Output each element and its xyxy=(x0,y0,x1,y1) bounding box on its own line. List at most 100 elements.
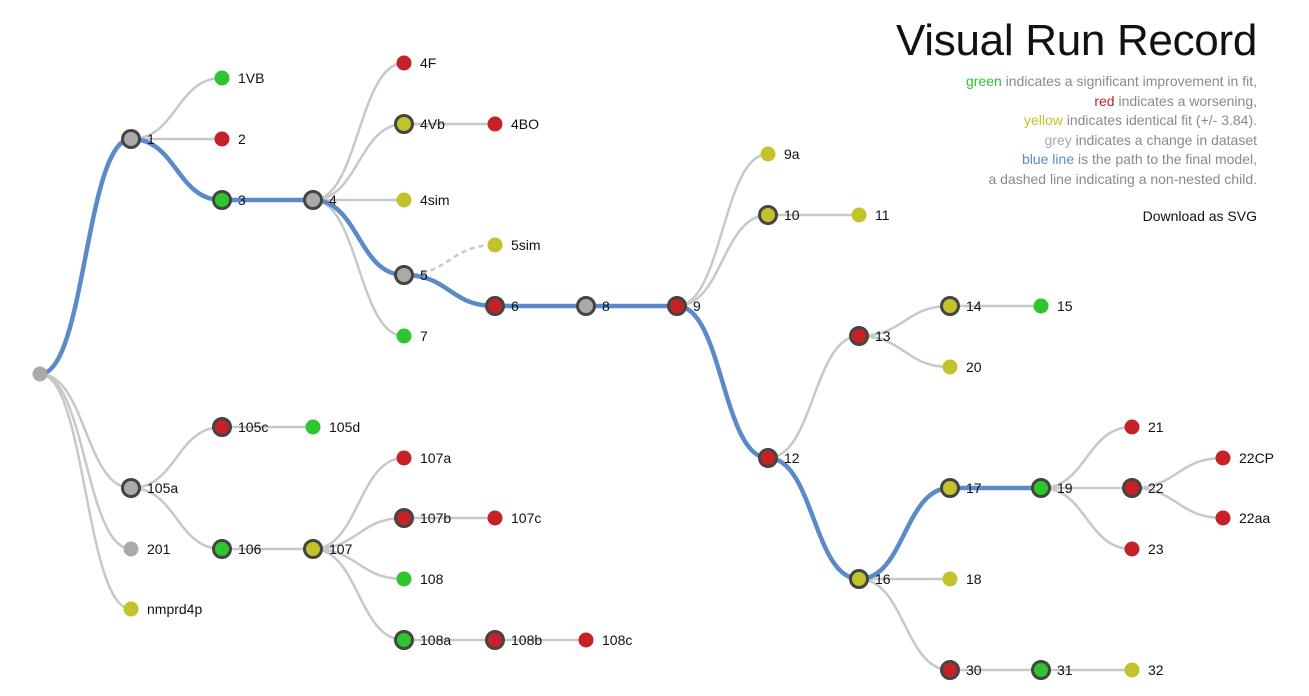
node-circle[interactable] xyxy=(487,116,503,132)
node-circle[interactable] xyxy=(851,207,867,223)
node-1VB[interactable]: 1VB xyxy=(214,70,265,86)
node-circle[interactable] xyxy=(394,265,414,285)
node-14[interactable]: 14 xyxy=(940,296,982,316)
node-31[interactable]: 31 xyxy=(1031,660,1073,680)
node-1[interactable]: 1 xyxy=(121,129,156,149)
node-15[interactable]: 15 xyxy=(1033,298,1073,314)
node-5sim[interactable]: 5sim xyxy=(487,237,541,253)
node-circle[interactable] xyxy=(212,190,232,210)
node-circle[interactable] xyxy=(121,478,141,498)
node-circle[interactable] xyxy=(485,630,505,650)
node-9[interactable]: 9 xyxy=(667,296,702,316)
node-circle[interactable] xyxy=(758,448,778,468)
node-circle[interactable] xyxy=(1124,541,1140,557)
node-107[interactable]: 107 xyxy=(303,539,353,559)
node-13[interactable]: 13 xyxy=(849,326,891,346)
node-4sim[interactable]: 4sim xyxy=(396,192,450,208)
node-circle[interactable] xyxy=(121,129,141,149)
node-circle[interactable] xyxy=(32,366,48,382)
node-17[interactable]: 17 xyxy=(940,478,982,498)
node-circle[interactable] xyxy=(212,539,232,559)
node-107c[interactable]: 107c xyxy=(487,510,542,526)
node-circle[interactable] xyxy=(1033,298,1049,314)
node-circle[interactable] xyxy=(1122,478,1142,498)
node-22aa[interactable]: 22aa xyxy=(1215,510,1271,526)
node-circle[interactable] xyxy=(940,660,960,680)
node-32[interactable]: 32 xyxy=(1124,662,1164,678)
node-circle[interactable] xyxy=(394,508,414,528)
node-circle[interactable] xyxy=(214,70,230,86)
node-108a[interactable]: 108a xyxy=(394,630,452,650)
node-circle[interactable] xyxy=(123,541,139,557)
node-circle[interactable] xyxy=(1124,419,1140,435)
download-svg-link[interactable]: Download as SVG xyxy=(1142,208,1257,224)
node-22CP[interactable]: 22CP xyxy=(1215,450,1275,466)
node-105c[interactable]: 105c xyxy=(212,417,269,437)
node-4BO[interactable]: 4BO xyxy=(487,116,540,132)
node-circle[interactable] xyxy=(1215,510,1231,526)
node-108[interactable]: 108 xyxy=(396,571,444,587)
node-circle[interactable] xyxy=(1031,660,1051,680)
node-circle[interactable] xyxy=(396,192,412,208)
node-circle[interactable] xyxy=(849,569,869,589)
node-circle[interactable] xyxy=(396,571,412,587)
node-circle[interactable] xyxy=(394,630,414,650)
node-circle[interactable] xyxy=(214,131,230,147)
node-5[interactable]: 5 xyxy=(394,265,429,285)
node-circle[interactable] xyxy=(1031,478,1051,498)
node-201[interactable]: 201 xyxy=(123,541,171,557)
node-circle[interactable] xyxy=(1215,450,1231,466)
node-30[interactable]: 30 xyxy=(940,660,982,680)
node-9a[interactable]: 9a xyxy=(760,146,800,162)
node-circle[interactable] xyxy=(396,328,412,344)
node-circle[interactable] xyxy=(940,296,960,316)
node-16[interactable]: 16 xyxy=(849,569,891,589)
node-6[interactable]: 6 xyxy=(485,296,520,316)
node-23[interactable]: 23 xyxy=(1124,541,1164,557)
node-circle[interactable] xyxy=(667,296,687,316)
node-circle[interactable] xyxy=(396,450,412,466)
node-108c[interactable]: 108c xyxy=(578,632,633,648)
node-root[interactable] xyxy=(32,366,48,382)
node-circle[interactable] xyxy=(942,359,958,375)
node-circle[interactable] xyxy=(760,146,776,162)
node-circle[interactable] xyxy=(305,419,321,435)
node-107b[interactable]: 107b xyxy=(394,508,452,528)
node-19[interactable]: 19 xyxy=(1031,478,1073,498)
node-circle[interactable] xyxy=(212,417,232,437)
node-circle[interactable] xyxy=(940,478,960,498)
node-4Vb[interactable]: 4Vb xyxy=(394,114,446,134)
node-10[interactable]: 10 xyxy=(758,205,800,225)
node-105a[interactable]: 105a xyxy=(121,478,179,498)
node-105d[interactable]: 105d xyxy=(305,419,361,435)
node-circle[interactable] xyxy=(396,55,412,71)
node-11[interactable]: 11 xyxy=(851,207,890,223)
node-20[interactable]: 20 xyxy=(942,359,982,375)
node-circle[interactable] xyxy=(942,571,958,587)
node-3[interactable]: 3 xyxy=(212,190,247,210)
node-circle[interactable] xyxy=(303,190,323,210)
node-4F[interactable]: 4F xyxy=(396,55,437,71)
node-7[interactable]: 7 xyxy=(396,328,429,344)
node-circle[interactable] xyxy=(758,205,778,225)
node-circle[interactable] xyxy=(849,326,869,346)
node-circle[interactable] xyxy=(578,632,594,648)
node-circle[interactable] xyxy=(487,510,503,526)
node-21[interactable]: 21 xyxy=(1124,419,1164,435)
node-circle[interactable] xyxy=(487,237,503,253)
node-108b[interactable]: 108b xyxy=(485,630,543,650)
node-circle[interactable] xyxy=(123,601,139,617)
node-circle[interactable] xyxy=(485,296,505,316)
node-nmprd4p[interactable]: nmprd4p xyxy=(123,601,203,617)
node-107a[interactable]: 107a xyxy=(396,450,452,466)
node-circle[interactable] xyxy=(576,296,596,316)
node-8[interactable]: 8 xyxy=(576,296,611,316)
node-12[interactable]: 12 xyxy=(758,448,800,468)
node-circle[interactable] xyxy=(303,539,323,559)
node-2[interactable]: 2 xyxy=(214,131,247,147)
node-22[interactable]: 22 xyxy=(1122,478,1164,498)
node-18[interactable]: 18 xyxy=(942,571,982,587)
node-circle[interactable] xyxy=(1124,662,1140,678)
node-circle[interactable] xyxy=(394,114,414,134)
node-4[interactable]: 4 xyxy=(303,190,338,210)
